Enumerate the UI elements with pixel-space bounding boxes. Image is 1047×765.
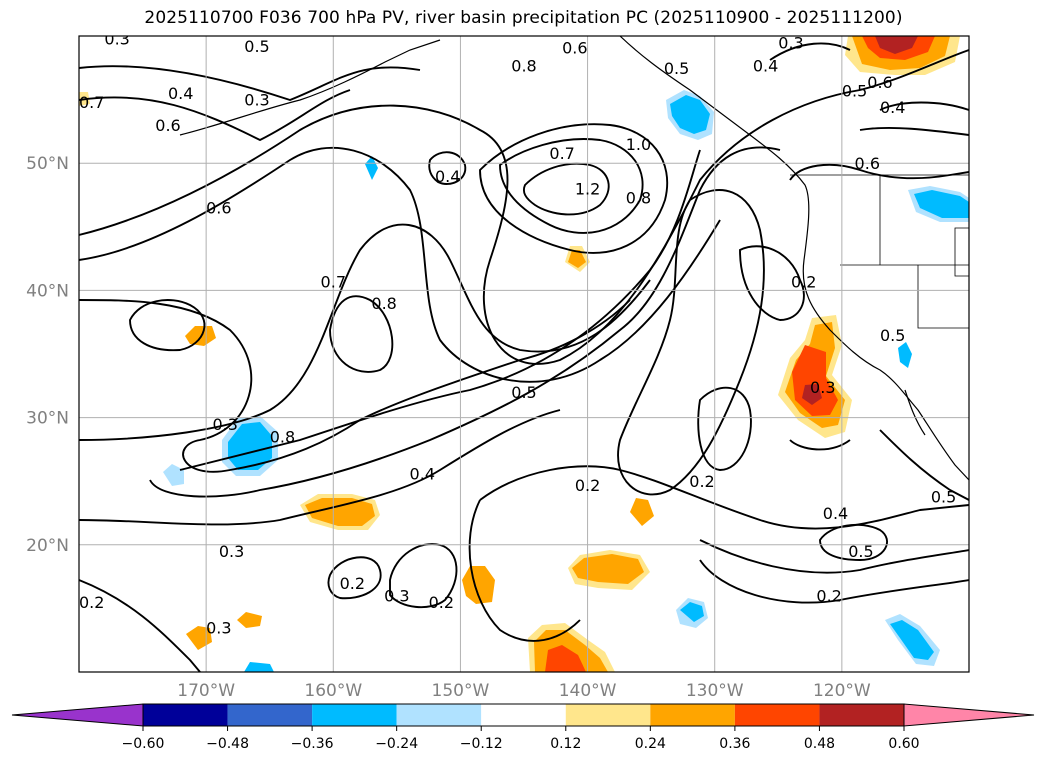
colorbar: −0.60 −0.48 −0.36 −0.24 −0.12 0.12 0.24 0.36 0.4…	[11, 703, 1035, 752]
colorbar-tick-label: 0.48	[804, 736, 835, 752]
contour-label: 0.4	[168, 84, 193, 103]
contour-label: 0.2	[816, 587, 841, 606]
contour-label: 0.8	[371, 294, 396, 313]
lon-tick-label: 120°W	[813, 681, 871, 701]
lon-tick-label: 150°W	[432, 681, 490, 701]
contour-label: 0.7	[549, 144, 574, 163]
contour-label: 0.7	[321, 272, 346, 291]
contour-label: 0.4	[880, 98, 905, 117]
contour-label: 0.3	[219, 542, 244, 561]
lon-tick-label: 130°W	[686, 681, 744, 701]
colorbar-tick-label: −0.24	[375, 736, 418, 752]
contour-label: 0.3	[206, 618, 231, 637]
colorbar-tick-label: −0.48	[206, 736, 249, 752]
contour-label: 0.5	[931, 487, 956, 506]
graticule	[79, 36, 969, 672]
contour-label: 0.3	[384, 587, 409, 606]
colorbar-tick-label: −0.36	[291, 736, 334, 752]
contour-label: 0.5	[664, 59, 689, 78]
pv-contours	[79, 42, 969, 672]
coastline	[179, 36, 969, 481]
contour-label: 0.4	[410, 465, 435, 484]
colorbar-tick-label: −0.60	[122, 736, 165, 752]
lat-tick-label: 40°N	[26, 281, 69, 301]
shaded-positive-south	[528, 623, 615, 672]
contour-label: 0.5	[511, 383, 536, 402]
contour-label: 0.2	[689, 472, 714, 491]
shaded-negative	[163, 90, 969, 672]
colorbar-box	[819, 704, 904, 726]
colorbar-extend-low	[11, 703, 144, 727]
contour-label: 0.4	[753, 56, 778, 75]
colorbar-box	[734, 704, 820, 726]
longitude-labels: 170°W 160°W 150°W 140°W 130°W 120°W	[177, 681, 871, 701]
lon-tick-label: 170°W	[177, 681, 235, 701]
contour-label: 0.6	[855, 154, 880, 173]
colorbar-box	[143, 704, 228, 726]
colorbar-frame	[142, 703, 905, 727]
contour-label: 0.6	[562, 38, 587, 57]
colorbar-box	[396, 704, 482, 726]
contour-label: 0.6	[867, 73, 892, 92]
contour-label: 0.8	[626, 189, 651, 208]
contour-label: 0.3	[244, 91, 269, 110]
contour-label: 0.7	[79, 93, 104, 112]
colorbar-box	[312, 704, 397, 726]
contour-label: 0.5	[244, 37, 269, 56]
shaded-positive-socal	[778, 315, 852, 438]
colorbar-box	[565, 704, 651, 726]
contour-label: 0.5	[842, 82, 867, 101]
colorbar-tick-label: 0.12	[550, 736, 581, 752]
contour-labels: 0.3 0.5 0.6 0.30.40.8 0.50.60.50.40.40.60.30…	[79, 30, 956, 637]
chart-title: 2025110700 F036 700 hPa PV, river basin …	[144, 8, 903, 28]
contour-label: 0.4	[435, 167, 460, 186]
colorbar-tick-label: 0.36	[719, 736, 750, 752]
colorbar-box	[650, 704, 735, 726]
contour-label: 0.6	[155, 116, 180, 135]
contour-label: 0.8	[270, 428, 295, 447]
contour-label: 1.0	[626, 135, 651, 154]
colorbar-tick-label: 0.60	[888, 736, 919, 752]
colorbar-tick-label: −0.12	[460, 736, 503, 752]
lon-tick-label: 160°W	[304, 681, 362, 701]
colorbar-box	[227, 704, 313, 726]
contour-label: 0.2	[575, 476, 600, 495]
colorbar-extend-high	[903, 703, 1035, 727]
lat-tick-label: 50°N	[26, 154, 69, 174]
contour-label: 0.2	[791, 272, 816, 291]
contour-label: 0.8	[511, 56, 536, 75]
lat-tick-label: 20°N	[26, 536, 69, 556]
contour-label: 1.2	[575, 180, 600, 199]
contour-label: 0.2	[340, 574, 365, 593]
contour-label: 0.5	[848, 542, 873, 561]
contour-label: 0.3	[104, 30, 129, 49]
lat-tick-label: 30°N	[26, 409, 69, 429]
contour-label: 0.5	[880, 326, 905, 345]
borders	[790, 174, 969, 329]
contour-label: 0.6	[206, 199, 231, 218]
contour-label: 0.4	[823, 504, 848, 523]
contour-label: 0.3	[212, 415, 237, 434]
map-frame	[78, 35, 970, 673]
contour-label: 0.3	[778, 33, 803, 52]
latitude-labels: 50°N 40°N 30°N 20°N	[26, 154, 69, 556]
contour-label: 0.3	[810, 378, 835, 397]
colorbar-box	[481, 704, 566, 726]
contour-label: 0.2	[79, 593, 104, 612]
shaded-positive-small	[79, 92, 654, 650]
lon-tick-label: 140°W	[559, 681, 617, 701]
contour-label: 0.2	[429, 593, 454, 612]
colorbar-tick-label: 0.24	[635, 736, 666, 752]
